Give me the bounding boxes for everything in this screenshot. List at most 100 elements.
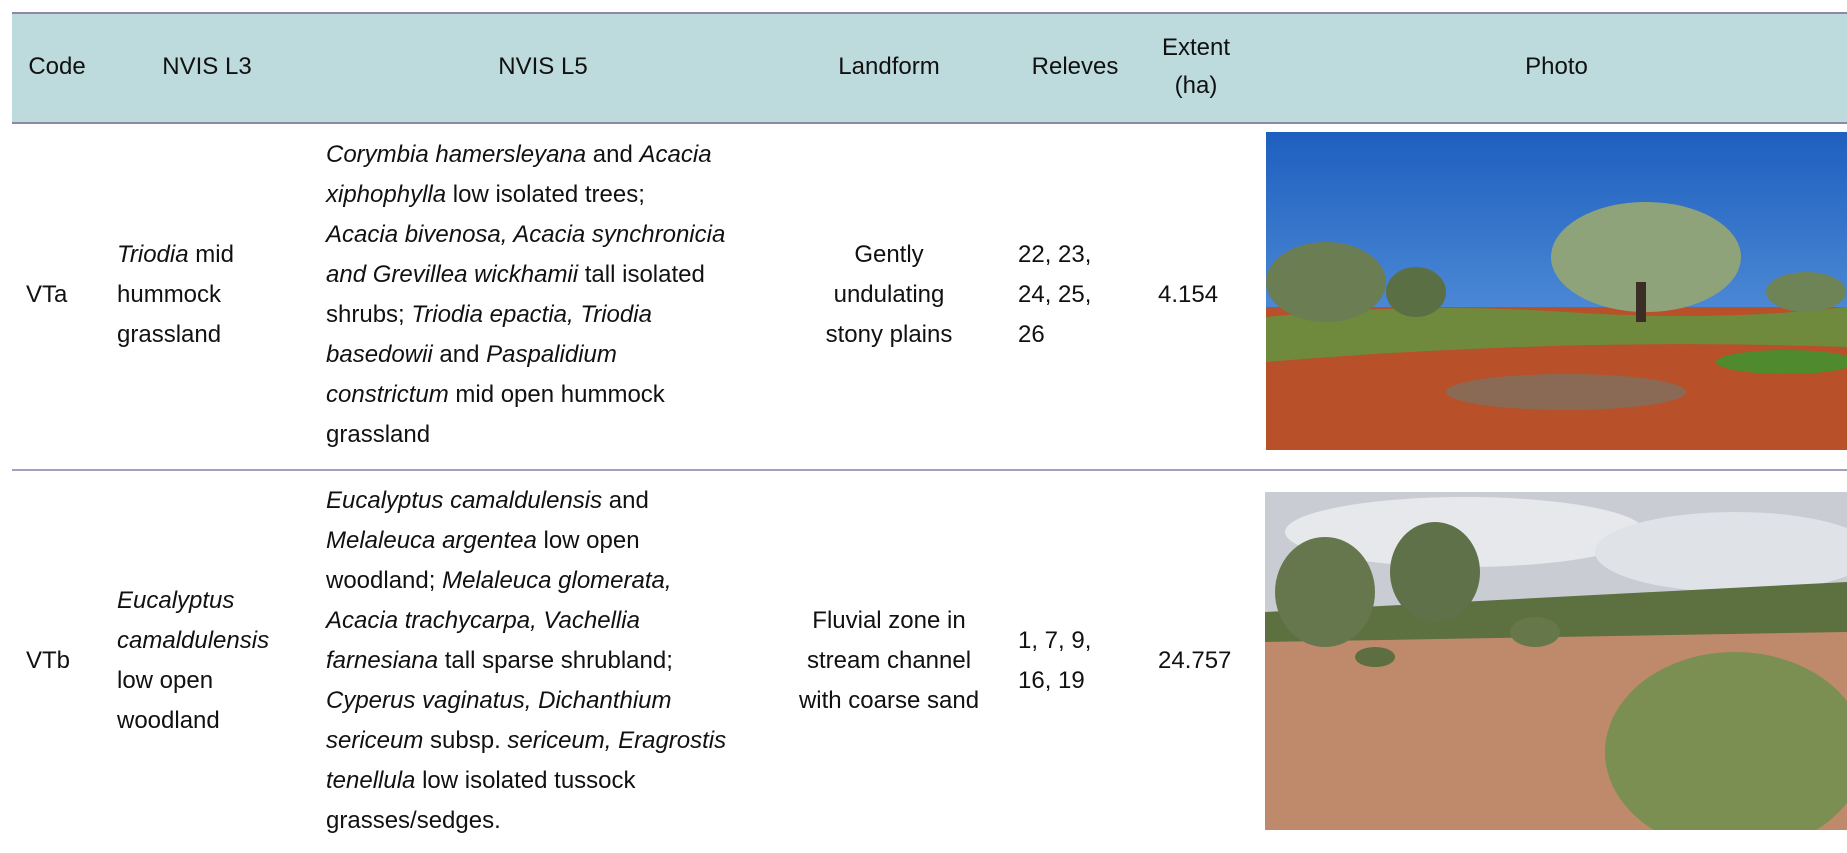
text-line: VTb — [26, 641, 106, 681]
text-line: grassland — [117, 315, 297, 355]
text: low isolated trees; — [446, 181, 645, 208]
text: low isolated tussock — [415, 767, 635, 794]
italic-text: Eucalyptus camaldulensis — [326, 487, 602, 514]
text: woodland — [117, 707, 220, 734]
text-line: sericeum subsp. sericeum, Eragrostis — [326, 721, 766, 761]
italic-text: Triodia — [117, 241, 189, 268]
header-cell: Extent (ha) — [1150, 14, 1242, 120]
text-line: 16, 19 — [1018, 661, 1138, 701]
text-line: woodland — [117, 701, 297, 741]
text-line: xiphophylla low isolated trees; — [326, 175, 766, 215]
italic-text: farnesiana — [326, 647, 438, 674]
header-cell: NVIS L5 — [326, 14, 760, 120]
italic-text: Paspalidium — [486, 341, 617, 368]
releves-cell: 22, 23, 24, 25, 26 — [1018, 120, 1138, 469]
text-line: 24.757 — [1158, 641, 1258, 681]
text-line: undulating — [834, 275, 945, 315]
text: grasses/sedges. — [326, 807, 501, 834]
text: mid — [189, 241, 234, 268]
italic-text: Acacia bivenosa, Acacia synchronicia — [326, 221, 725, 248]
text-line: Eucalyptus — [117, 581, 297, 621]
text-line: Corymbia hamersleyana and Acacia — [326, 135, 766, 175]
italic-text: Eucalyptus — [117, 587, 234, 614]
header-cell: Landform — [789, 14, 989, 120]
text-line: low open — [117, 661, 297, 701]
text-line: with coarse sand — [799, 681, 979, 721]
italic-text: sericeum, Eragrostis — [507, 727, 726, 754]
italic-text: Acacia trachycarpa, Vachellia — [326, 607, 640, 634]
text: low open — [537, 527, 640, 554]
italic-text: tenellula — [326, 767, 415, 794]
photo — [1265, 492, 1847, 830]
landform-cell: Gentlyundulating stony plains — [789, 120, 989, 469]
extent-cell: 24.757 — [1158, 469, 1258, 853]
text-line: 22, 23, — [1018, 235, 1138, 275]
code-cell: VTa — [26, 120, 106, 469]
text-line: tenellula low isolated tussock — [326, 761, 766, 801]
text: and — [602, 487, 649, 514]
extent-cell: 4.154 — [1158, 120, 1258, 469]
italic-text: Corymbia hamersleyana — [326, 141, 586, 168]
text-line: 24, 25, — [1018, 275, 1138, 315]
page: Code NVIS L3 NVIS L5 Landform Releves Ex… — [0, 0, 1847, 853]
text-line: Eucalyptus camaldulensis and — [326, 481, 766, 521]
text-line: and Grevillea wickhamii tall isolated — [326, 255, 766, 295]
text-line: 4.154 — [1158, 275, 1258, 315]
text-line: stony plains — [826, 315, 953, 355]
text: grassland — [326, 421, 430, 448]
landform-cell: Fluvial zone in stream channel with coarse… — [789, 469, 989, 853]
italic-text: sericeum — [326, 727, 423, 754]
text-line: Acacia trachycarpa, Vachellia — [326, 601, 766, 641]
text: with coarse sand — [799, 687, 979, 714]
text: tall sparse shrubland; — [438, 647, 673, 674]
photo — [1266, 132, 1847, 450]
text-line: grassland — [326, 415, 766, 455]
text: tall isolated — [578, 261, 705, 288]
releves-cell: 1, 7, 9, 16, 19 — [1018, 469, 1138, 853]
text: 22, 23, — [1018, 241, 1091, 268]
italic-text: Acacia — [640, 141, 712, 168]
italic-text: Melaleuca glomerata, — [442, 567, 671, 594]
text-line: farnesiana tall sparse shrubland; — [326, 641, 766, 681]
text: stream channel — [807, 647, 971, 674]
text: stony plains — [826, 321, 953, 348]
text-line: Melaleuca argentea low open — [326, 521, 766, 561]
header-cell: Photo — [1266, 14, 1847, 120]
text: mid open hummock — [449, 381, 665, 408]
text-line: VTa — [26, 275, 106, 315]
text: subsp. — [423, 727, 507, 754]
header-cell: Code — [12, 14, 102, 120]
header-cell: Releves — [1010, 14, 1140, 120]
text: and — [586, 141, 639, 168]
text-line: Cyperus vaginatus, Dichanthium — [326, 681, 766, 721]
text: shrubs; — [326, 301, 411, 328]
text: 1, 7, 9, — [1018, 627, 1091, 654]
text-line: grasses/sedges. — [326, 801, 766, 841]
text-line: basedowii and Paspalidium — [326, 335, 766, 375]
italic-text: constrictum — [326, 381, 449, 408]
text: 24, 25, — [1018, 281, 1091, 308]
italic-text: basedowii — [326, 341, 433, 368]
text: Fluvial zone in — [812, 607, 965, 634]
text: and — [433, 341, 486, 368]
italic-text: camaldulensis — [117, 627, 269, 654]
italic-text: xiphophylla — [326, 181, 446, 208]
text: hummock — [117, 281, 221, 308]
italic-text: Triodia epactia, Triodia — [411, 301, 652, 328]
text-line: hummock — [117, 275, 297, 315]
text-line: Triodia mid — [117, 235, 297, 275]
text-line: Fluvial zone in — [812, 601, 965, 641]
italic-text: and Grevillea wickhamii — [326, 261, 578, 288]
text: low open — [117, 667, 213, 694]
header-cell: NVIS L3 — [117, 14, 297, 120]
text-line: constrictum mid open hummock — [326, 375, 766, 415]
text: 16, 19 — [1018, 667, 1085, 694]
text: grassland — [117, 321, 221, 348]
text-line: woodland; Melaleuca glomerata, — [326, 561, 766, 601]
nvis-l3-cell: Triodia mid hummock grassland — [117, 120, 297, 469]
text-line: Gently — [854, 235, 923, 275]
text: 26 — [1018, 321, 1045, 348]
text: woodland; — [326, 567, 442, 594]
